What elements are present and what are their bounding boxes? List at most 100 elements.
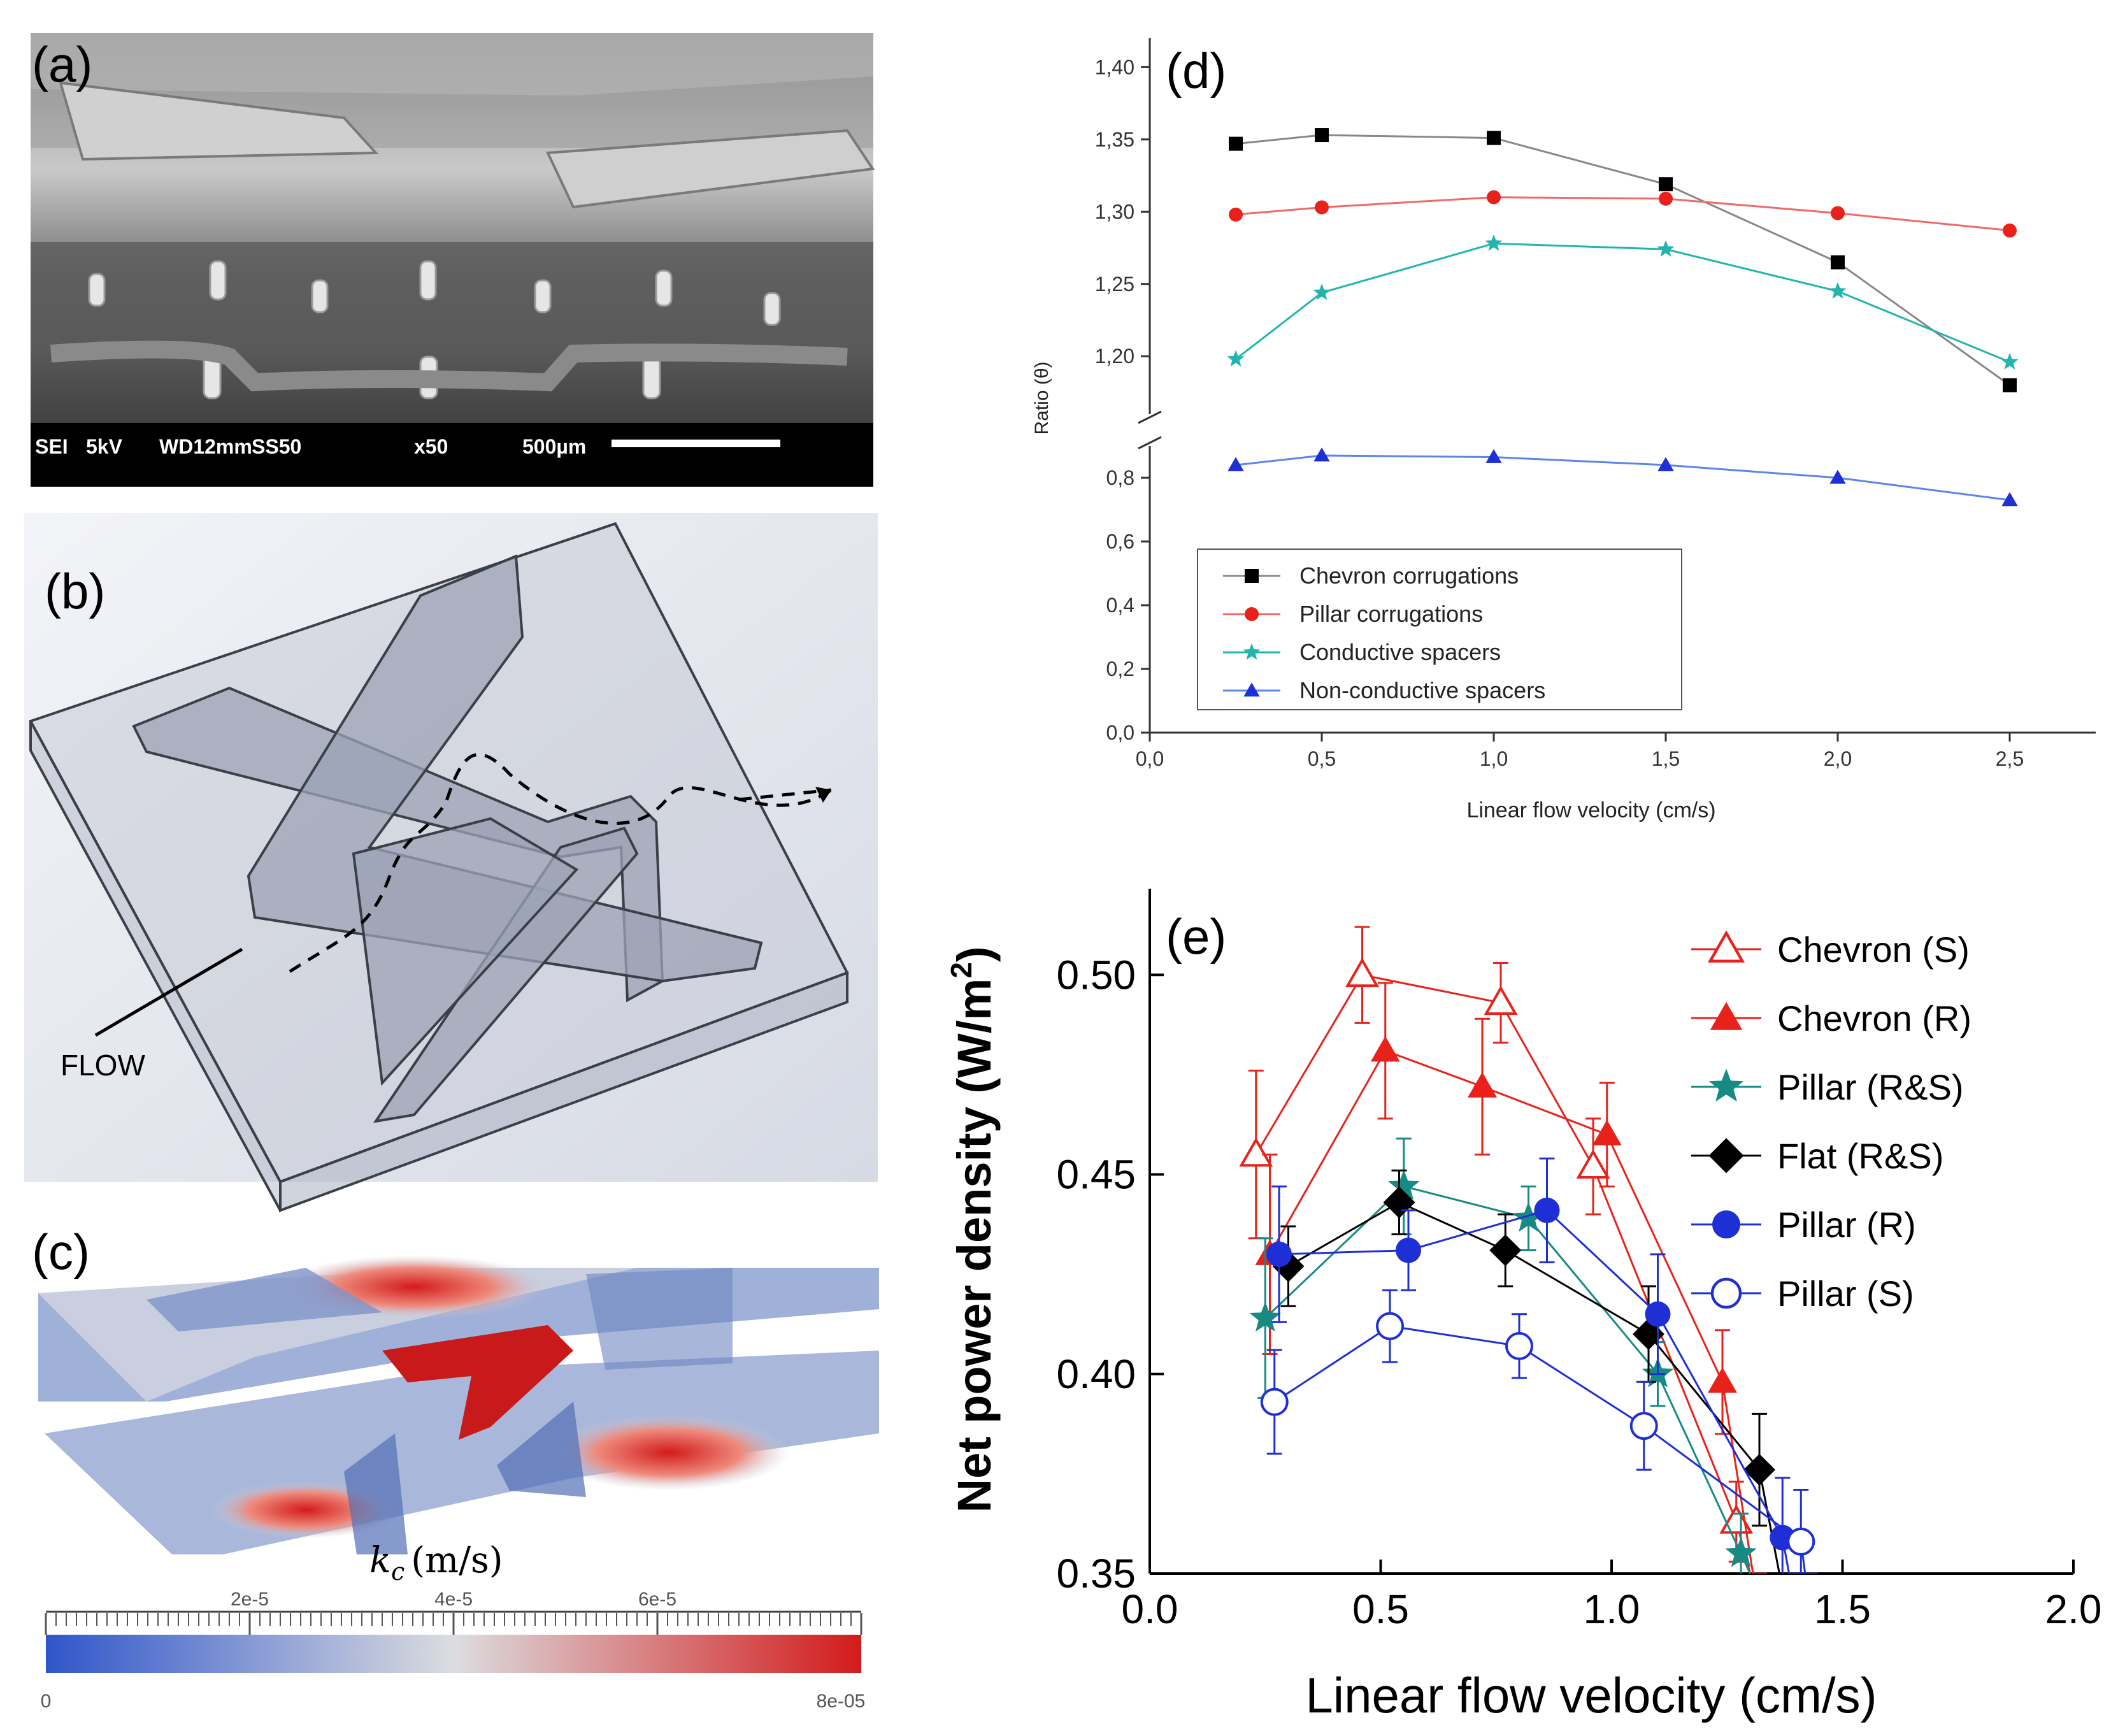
chart-e-legend-marker-shape <box>1710 1001 1743 1030</box>
chart-d-point <box>1487 131 1501 145</box>
chart-e-point-shape <box>1484 986 1518 1015</box>
chart-e-point-shape <box>1388 1170 1420 1200</box>
chart-e-point <box>1743 1454 1775 1486</box>
chart-e-legend-marker-shape <box>1707 930 1745 963</box>
chart-e-legend-marker <box>1708 1068 1744 1102</box>
chart-e-point <box>1787 1527 1815 1556</box>
chart-d-point <box>1829 282 1847 299</box>
chart-d-x-tick-label: 0,5 <box>1308 747 1336 770</box>
chart-d-y-tick-label: 0,6 <box>1106 530 1134 553</box>
chart-e-point-shape <box>1249 1302 1281 1332</box>
chart-d-point <box>1659 177 1673 192</box>
chart-d-legend-label: Non-conductive spacers <box>1299 677 1545 703</box>
chart-d-point <box>1659 191 1673 206</box>
chart-e-series-line <box>1273 1325 1807 1574</box>
chart-d-legend-label: Conductive spacers <box>1299 639 1501 665</box>
chart-d-point-shape <box>1313 447 1330 462</box>
chart-d-point-shape <box>1657 457 1674 471</box>
chart-d-point-shape <box>1315 200 1329 215</box>
chart-e-legend-label: Chevron (S) <box>1777 929 1970 970</box>
chart-d-point <box>1831 255 1845 269</box>
chart-e-point-shape <box>1260 1388 1289 1416</box>
chart-e-point <box>1708 1367 1737 1393</box>
chart-e-legend: Chevron (S) Chevron (R) Pillar (R&S) Flat (… <box>1691 929 1971 1314</box>
flow-label: FLOW <box>61 1049 145 1082</box>
chart-e-point <box>1249 1302 1281 1332</box>
chart-d-y-tick-label: 1,20 <box>1095 345 1134 368</box>
chart-e-point-shape <box>1762 1617 1793 1647</box>
chart-d-point <box>1229 136 1243 151</box>
chart-d-point <box>1313 283 1331 300</box>
chart-e-legend-label: Pillar (R) <box>1777 1205 1916 1245</box>
chart-e-point-shape <box>1266 1241 1292 1267</box>
chart-e-point <box>1784 1601 1809 1626</box>
chart-d-y-tick-label: 1,40 <box>1095 55 1134 78</box>
chart-e-point-shape <box>1345 958 1379 987</box>
chart-e-point-shape <box>1239 1137 1273 1167</box>
chart-d-point-shape <box>2001 492 2018 506</box>
chart-d-y-tick-label: 0,8 <box>1106 466 1134 489</box>
chart-d-point <box>2003 223 2017 238</box>
chart-d-point-shape <box>1829 282 1847 299</box>
chart-e-point-shape <box>1645 1301 1671 1327</box>
chart-e-xlabel: Linear flow velocity (cm/s) <box>1305 1667 1877 1723</box>
chart-d-point <box>1229 207 1243 222</box>
panel-e-chart: (e) 0.35 0.40 0.45 0.50 0.0 0.5 1.0 1.5 2.0 Chev… <box>945 889 2101 1723</box>
chart-e-y-tick-label: 0.40 <box>1056 1351 1136 1397</box>
chart-e-series <box>1239 926 1818 1647</box>
chart-e-point <box>1484 986 1518 1015</box>
colorbar-tick-label: 2e-5 <box>231 1589 269 1610</box>
chart-d-point-shape <box>1485 234 1503 251</box>
chart-d-point <box>1227 457 1244 471</box>
chart-d-point <box>1313 447 1330 462</box>
chart-e-point <box>1592 1119 1622 1145</box>
chart-d-legend-marker <box>1243 643 1261 660</box>
chart-e-legend-marker-shape <box>1708 1138 1744 1173</box>
chart-d-point-shape <box>1487 190 1501 204</box>
chart-e-legend-label: Pillar (R&S) <box>1777 1067 1963 1107</box>
chart-d-xlabel: Linear flow velocity (cm/s) <box>1466 798 1715 822</box>
chart-e-point-shape <box>1592 1119 1622 1145</box>
sem-chevron-left <box>59 81 379 161</box>
chart-d-point-shape <box>1229 207 1243 222</box>
chart-e-x-tick-label: 0.0 <box>1122 1586 1178 1632</box>
chart-d-point <box>2003 378 2017 392</box>
chart-d-x-tick-label: 2,5 <box>1996 747 2024 770</box>
chart-e-point <box>1468 1072 1497 1098</box>
chart-e-point-shape <box>1771 1598 1803 1630</box>
chart-e-point-shape <box>1787 1527 1815 1556</box>
panel-e-label: (e) <box>1166 908 1226 965</box>
panel-c: (c) kc (m/s) 2e-5 4e-5 6e-5 0 8e-05 <box>32 1224 879 1712</box>
sem-info-sei: SEI <box>35 435 68 458</box>
chart-d-point-shape <box>1485 448 1502 463</box>
chart-d-legend-marker-shape <box>1243 643 1261 660</box>
sem-top-surface <box>31 33 873 96</box>
chart-d-point-shape <box>1659 177 1673 192</box>
chart-e-point-shape <box>1784 1601 1809 1626</box>
chart-e-point <box>1370 1036 1400 1062</box>
chart-e-point <box>1260 1388 1289 1416</box>
chart-e-point <box>1534 1197 1560 1223</box>
chart-e-series-line <box>1264 1185 1752 1574</box>
chart-e-x-tick-label: 1.5 <box>1814 1586 1871 1632</box>
sem-info-scale: 500µm <box>522 435 586 458</box>
chart-e-point <box>1762 1617 1793 1647</box>
chart-d-y-tick-label: 1,35 <box>1095 128 1134 151</box>
chart-d-series-line <box>1235 134 2010 386</box>
chart-d-y-tick-label: 0,2 <box>1106 657 1134 680</box>
chart-d-series-line <box>1235 454 2010 501</box>
panel-d-chart: (d) 1,20 1,25 1,30 1,35 1,40 0,0 0,2 0,4 0,6 0,8 0… <box>1031 38 2096 822</box>
chart-e-legend-label: Flat (R&S) <box>1777 1136 1943 1176</box>
chart-e-legend-marker <box>1710 1277 1742 1309</box>
chart-d-point-shape <box>1227 457 1244 471</box>
chart-e-point <box>1505 1331 1533 1360</box>
chart-e-legend-marker <box>1710 1001 1743 1030</box>
chart-d-point-shape <box>1659 191 1673 206</box>
cfd-surfaces <box>38 1255 879 1554</box>
chart-e-point <box>1376 1312 1404 1340</box>
sem-info-ss: SS50 <box>252 435 301 458</box>
chart-d-point <box>1829 470 1846 484</box>
chart-d-legend: Chevron corrugations Pillar corrugations C… <box>1197 549 1682 710</box>
chart-d-y-tick-label: 1,25 <box>1095 273 1134 296</box>
